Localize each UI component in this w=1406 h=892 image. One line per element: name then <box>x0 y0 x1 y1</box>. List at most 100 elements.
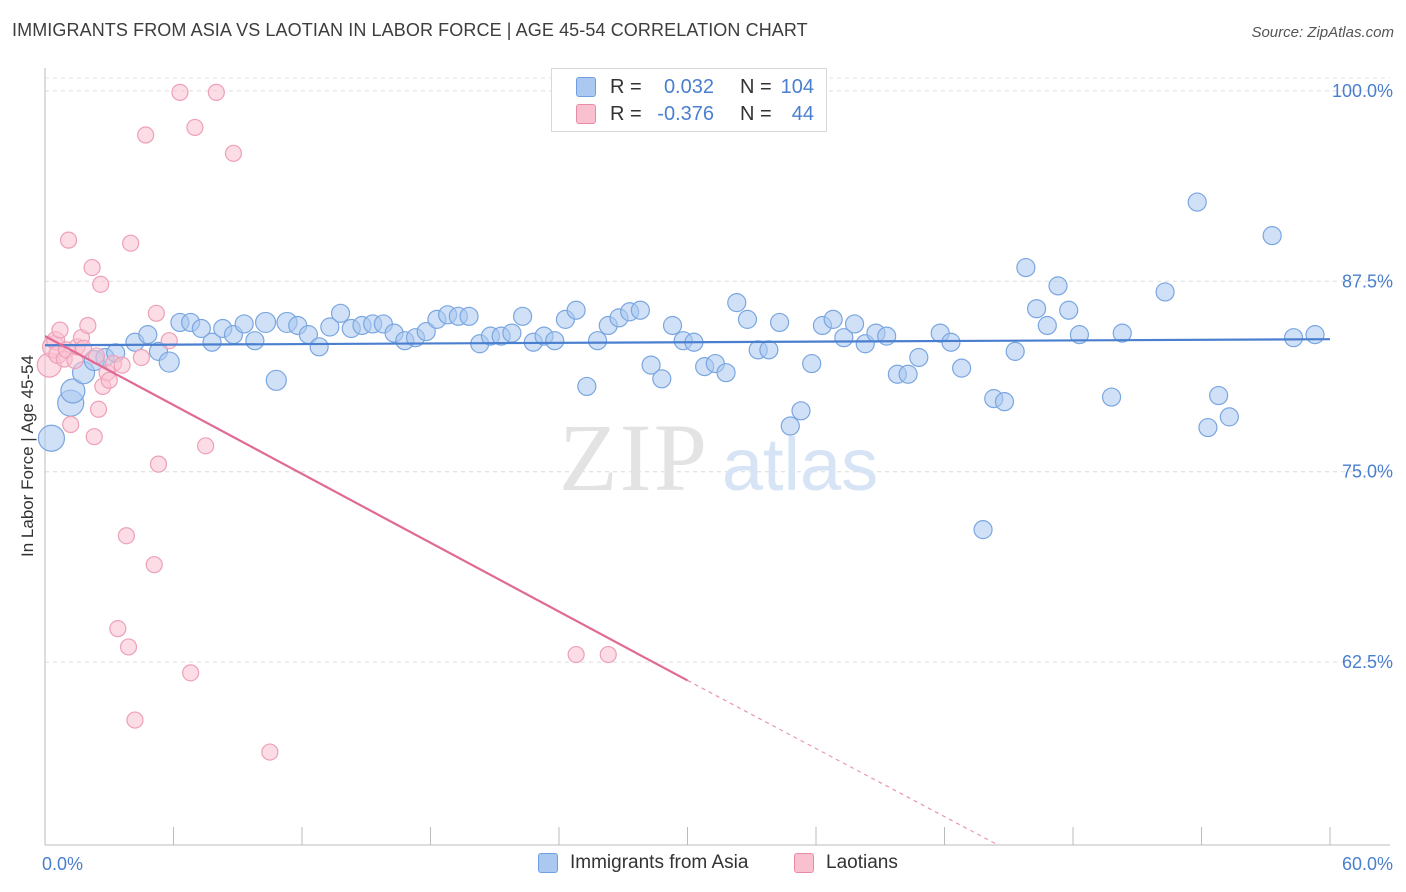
asia-point <box>823 309 843 329</box>
laotian-point <box>145 556 163 574</box>
asia-point <box>502 323 522 343</box>
asia-point <box>1048 276 1068 296</box>
laotian-point <box>122 234 140 252</box>
series-legend-asia: Immigrants from Asia <box>538 852 748 874</box>
laotian-point <box>147 304 165 322</box>
y-tick-label: 100.0% <box>1332 81 1393 101</box>
legend-r-value: 0.032 <box>663 75 714 98</box>
watermark: ZIP atlas <box>559 404 878 511</box>
asia-point <box>973 520 993 540</box>
asia-point <box>1209 385 1229 406</box>
laotian-point <box>100 371 118 389</box>
laotian-point <box>117 527 135 545</box>
legend-n-value: 104 <box>780 75 814 98</box>
y-tick-label: 87.5% <box>1342 271 1393 291</box>
asia-point <box>1305 325 1325 345</box>
asia-point <box>1112 323 1132 343</box>
asia-point <box>191 318 211 339</box>
series-legend-laotian: Laotians <box>794 852 898 874</box>
laotian-point <box>79 316 97 335</box>
asia-point <box>802 353 822 374</box>
asia-point <box>898 364 918 384</box>
laotian-point <box>92 275 110 293</box>
laotian-point <box>149 455 168 473</box>
laotian-point <box>119 638 138 656</box>
asia-point <box>652 369 672 389</box>
laotian-point <box>137 126 155 144</box>
laotian-point <box>567 645 585 664</box>
tick-labels: 100.0% 87.5% 75.0% 62.5% 0.0% 60.0% <box>42 81 1393 874</box>
asia-point <box>577 376 597 397</box>
asia-point <box>1155 282 1175 302</box>
series-legend: Immigrants from Asia Laotians <box>0 852 1406 876</box>
asia-point <box>545 331 565 351</box>
y-tick-label: 62.5% <box>1342 652 1393 672</box>
trend-lines <box>44 335 1331 846</box>
asia-point <box>1069 325 1090 345</box>
asia-point <box>994 392 1015 412</box>
legend-n-value: 44 <box>791 102 814 125</box>
asia-point <box>234 314 254 334</box>
asia-point <box>1219 407 1239 427</box>
asia-point <box>630 300 650 320</box>
asia-point <box>769 312 790 333</box>
asia-point <box>320 317 340 337</box>
laotian-point <box>224 144 243 162</box>
asia-point <box>309 337 329 357</box>
asia-point <box>245 331 265 351</box>
stats-legend: R = 0.032 N = 104 R = -0.376 N = 44 <box>551 68 827 132</box>
asia-point <box>844 314 865 334</box>
asia-point <box>909 347 929 368</box>
asia-point <box>416 321 436 342</box>
asia-point <box>138 325 158 345</box>
asia-point <box>60 378 86 404</box>
asia-point <box>1005 341 1025 361</box>
laotian-point <box>132 348 150 367</box>
chart-source: Source: ZipAtlas.com <box>1251 24 1394 41</box>
legend-row-laotian: R = -0.376 N = 44 <box>576 101 814 127</box>
asia-point <box>641 355 661 375</box>
asia-point <box>941 332 961 352</box>
series-legend-label: Laotians <box>826 852 898 873</box>
asia-point <box>727 293 747 313</box>
watermark-atlas: atlas <box>722 423 878 506</box>
laotian-point <box>160 332 178 350</box>
legend-r-value: -0.376 <box>657 102 714 125</box>
legend-swatch-asia <box>576 77 596 97</box>
asia-trend-line <box>44 338 1331 347</box>
legend-r-label: R = <box>610 75 642 98</box>
series-legend-label: Immigrants from Asia <box>570 852 749 873</box>
legend-r-label: R = <box>610 102 642 125</box>
axes <box>44 68 1390 846</box>
laotian-point <box>126 711 144 729</box>
laotian-point <box>186 118 204 137</box>
asia-point <box>1198 417 1218 438</box>
asia-point <box>1037 315 1057 336</box>
asia-point <box>877 326 897 346</box>
asia-point <box>566 300 586 320</box>
laotian-point <box>197 437 215 455</box>
asia-point <box>1262 225 1282 246</box>
y-tick-label: 75.0% <box>1342 462 1393 482</box>
asia-point <box>791 401 811 421</box>
asia-point <box>759 340 779 360</box>
laotian-point <box>59 231 78 249</box>
asia-point <box>330 303 351 323</box>
asia-point <box>459 306 479 326</box>
laotian-point <box>182 664 200 682</box>
asia-point <box>737 309 758 329</box>
laotian-trend-line <box>44 335 689 682</box>
legend-row-asia: R = 0.032 N = 104 <box>576 74 814 100</box>
legend-n-label: N = <box>740 102 772 125</box>
x-tick-label: 0.0% <box>42 854 83 874</box>
series-swatch-asia <box>538 853 558 873</box>
asia-point <box>587 331 608 351</box>
asia-point <box>1059 300 1079 320</box>
asia-point <box>202 332 222 352</box>
asia-point <box>512 306 533 326</box>
laotian-point <box>261 743 279 761</box>
y-axis-label: In Labor Force | Age 45-54 <box>18 355 37 557</box>
asia-point <box>37 424 66 452</box>
watermark-zip: ZIP <box>559 404 709 511</box>
x-tick-label: 60.0% <box>1342 854 1393 874</box>
